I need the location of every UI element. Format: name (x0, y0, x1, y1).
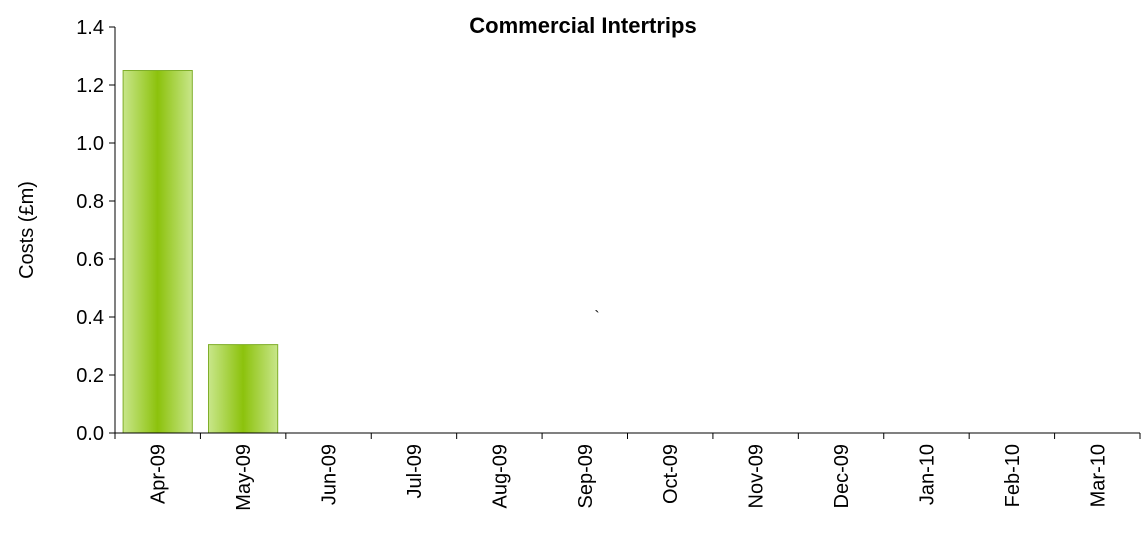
y-tick-label: 1.2 (76, 75, 104, 97)
chart-title: Commercial Intertrips (469, 13, 696, 38)
x-tick-label: Jan-10 (917, 444, 939, 505)
x-tick-label: May-09 (233, 444, 255, 511)
axes-group (109, 26, 1141, 439)
x-tick-label: Sep-09 (575, 444, 597, 509)
y-tick-label: 0.6 (76, 249, 104, 271)
x-tick-label: Feb-10 (1002, 444, 1024, 507)
bars-group (122, 70, 279, 434)
x-tick-label: Aug-09 (489, 444, 511, 509)
y-tick-label: 0.2 (76, 365, 104, 387)
x-tick-label: Jun-09 (319, 444, 341, 505)
y-tick-label: 1.4 (76, 17, 104, 39)
x-tick-label: Nov-09 (746, 444, 768, 508)
x-tick-label: Oct-09 (660, 444, 682, 504)
y-tick-label: 0.8 (76, 191, 104, 213)
tick-labels-group: 0.0 0.2 0.4 0.6 0.8 1.0 1.2 1.4 Apr-09 May-09 Jun-… (76, 17, 1109, 511)
y-tick-label: 1.0 (76, 133, 104, 155)
x-tick-label: Jul-09 (404, 444, 426, 498)
x-tick-label: Mar-10 (1087, 444, 1109, 507)
bar-apr-09 (122, 70, 193, 434)
y-tick-label: 0.0 (76, 423, 104, 445)
bar-may-09 (208, 344, 279, 434)
chart-annotation: ` (594, 309, 599, 326)
y-axis-label: Costs (£m) (16, 181, 38, 279)
x-tick-label: Apr-09 (148, 444, 170, 504)
y-tick-label: 0.4 (76, 307, 104, 329)
x-tick-label: Dec-09 (831, 444, 853, 508)
